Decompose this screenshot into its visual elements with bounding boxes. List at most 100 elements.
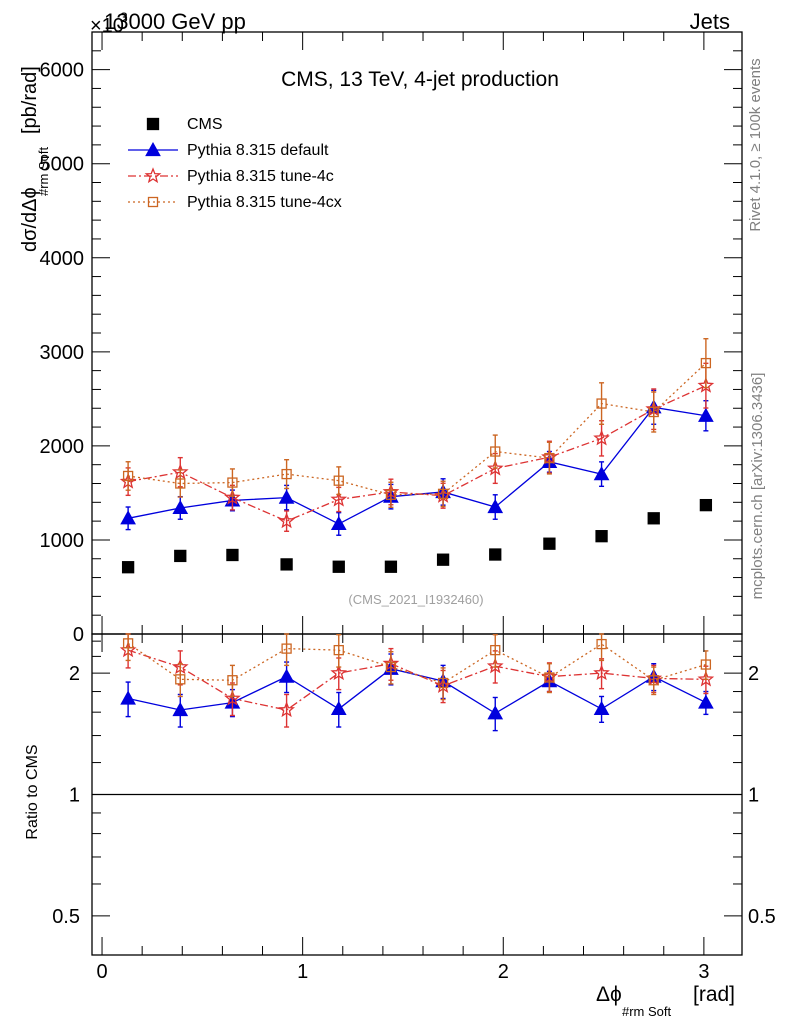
ratio-point-tune4cx-6	[437, 677, 449, 689]
ratio-point-tune4cx-11	[700, 659, 712, 670]
series-cms	[121, 498, 713, 574]
ratio-errbar-tune4cx-3	[284, 633, 290, 667]
y-multiplier-base: ×10	[90, 15, 124, 37]
point-tune4cx-7	[490, 446, 501, 457]
point-tune4cx-3	[281, 468, 292, 480]
point-cms-11	[699, 498, 713, 512]
errbar-tune4cx-11	[703, 338, 709, 389]
point-tune4c-7	[486, 459, 504, 476]
point-default-9	[593, 466, 610, 481]
ratio-errbar-tune4cx-7	[492, 634, 498, 668]
analysis-id-label: (CMS_2021_I1932460)	[348, 592, 483, 607]
rivet-version-label: Rivet 4.1.0, ≥ 100k events	[747, 58, 764, 231]
ratio-point-tune4cx-2	[227, 675, 238, 686]
errbar-tune4cx-6	[440, 480, 446, 508]
errbar-tune4cx-5	[388, 481, 394, 509]
ratio-point-tune4cx-5	[385, 661, 397, 673]
header-process-label: Jets	[690, 9, 730, 34]
point-cms-7	[489, 548, 502, 561]
x-axis-label-unit: [rad]	[693, 983, 735, 1006]
point-default-1	[172, 499, 189, 515]
ratio-series-tune4cx	[122, 633, 712, 701]
ratio-point-tune4cx-0	[122, 638, 134, 649]
ratio-errbar-tune4cx-5	[388, 650, 394, 685]
ratio-ytick-label-left: 0.5	[52, 906, 80, 928]
errbar-tune4cx-7	[492, 434, 498, 469]
ratio-point-default-3	[278, 668, 295, 683]
legend-marker-default	[145, 141, 161, 157]
errbar-tune4cx-8	[546, 441, 552, 475]
ratio-point-tune4c-2	[224, 689, 241, 706]
series-tune4cx	[122, 338, 712, 509]
errbar-tune4cx-0	[125, 461, 131, 491]
point-tune4cx-10	[648, 406, 659, 418]
legend-marker-tune4cx	[147, 196, 159, 208]
ratio-y-axis-label: Ratio to CMS	[24, 744, 41, 839]
main-y-axis-label: dσ/dΔϕ #rm Soft [pb/rad]	[19, 66, 51, 252]
point-tune4cx-6	[437, 488, 449, 499]
xtick-label: 1	[297, 961, 308, 983]
legend-marker-tune4c	[144, 167, 162, 184]
ratio-series-tune4c	[119, 633, 715, 728]
point-tune4c-3	[278, 512, 295, 529]
ratio-ytick-label-right: 0.5	[748, 906, 776, 928]
point-tune4c-4	[330, 490, 348, 507]
ratio-errbar-tune4cx-4	[336, 634, 342, 668]
ratio-point-tune4cx-9	[596, 638, 607, 650]
y-multiplier-exponent: 3	[120, 9, 128, 25]
errbar-tune4cx-4	[336, 466, 342, 496]
legend: CMS Pythia 8.315 default Pythia 8.315 tu…	[128, 116, 342, 211]
x-axis-label-sub: #rm Soft	[622, 1004, 672, 1019]
errbar-tune4cx-3	[284, 459, 290, 490]
errbar-tune4cx-1	[177, 469, 183, 498]
point-tune4c-2	[224, 488, 241, 505]
x-axis-label-main: Δϕ	[596, 983, 622, 1006]
point-cms-4	[332, 560, 345, 573]
ratio-point-tune4cx-10	[648, 675, 659, 686]
ratio-point-tune4c-4	[330, 664, 348, 681]
errbar-tune4cx-9	[599, 382, 605, 425]
point-default-11	[698, 407, 714, 422]
xtick-label: 0	[96, 961, 107, 983]
point-cms-6	[436, 553, 450, 566]
ratio-point-tune4cx-7	[490, 644, 501, 656]
ratio-ytick-label-left: 2	[69, 663, 80, 685]
ratio-point-tune4cx-3	[281, 643, 292, 654]
ratio-point-default-11	[698, 694, 714, 709]
main-y-axis-label-unit: [pb/rad]	[19, 66, 41, 134]
ratio-errbar-tune4cx-2	[229, 664, 235, 698]
point-default-3	[278, 489, 295, 504]
ratio-errbar-tune4c-9	[599, 658, 605, 690]
point-tune4cx-11	[700, 357, 712, 369]
point-default-0	[120, 510, 136, 525]
ratio-ytick-label-left: 1	[69, 785, 80, 807]
main-y-axis-label-sub: #rm Soft	[36, 146, 51, 196]
main-ytick-label: 5000	[40, 154, 85, 176]
chart-title: CMS, 13 TeV, 4-jet production	[281, 68, 559, 91]
ratio-errbar-tune4cx-9	[599, 633, 605, 662]
legend-label-cms: CMS	[187, 116, 223, 133]
point-cms-3	[280, 558, 293, 571]
main-ytick-label: 3000	[40, 342, 85, 364]
ratio-point-tune4cx-1	[175, 674, 186, 685]
ratio-point-tune4c-9	[593, 664, 610, 681]
ratio-point-tune4c-7	[486, 657, 504, 674]
ratio-errbar-tune4cx-8	[546, 663, 552, 694]
ratio-point-default-1	[172, 701, 189, 717]
point-tune4cx-5	[385, 489, 397, 500]
legend-label-tune4cx: Pythia 8.315 tune-4cx	[187, 194, 342, 211]
ratio-ytick-label-right: 1	[748, 785, 759, 807]
main-ytick-label: 1000	[40, 530, 85, 552]
main-ytick-label: 6000	[40, 60, 85, 82]
main-ytick-label: 2000	[40, 436, 85, 458]
point-tune4cx-4	[333, 475, 344, 486]
ratio-point-tune4cx-8	[544, 672, 555, 683]
point-default-4	[330, 515, 347, 531]
point-cms-0	[121, 561, 135, 574]
point-cms-2	[226, 548, 239, 562]
ratio-errbar-tune4cx-1	[177, 663, 183, 698]
point-tune4cx-0	[122, 470, 134, 482]
ratio-line-tune4cx	[127, 642, 707, 684]
header-energy-label: 13000 GeV pp	[104, 9, 246, 34]
